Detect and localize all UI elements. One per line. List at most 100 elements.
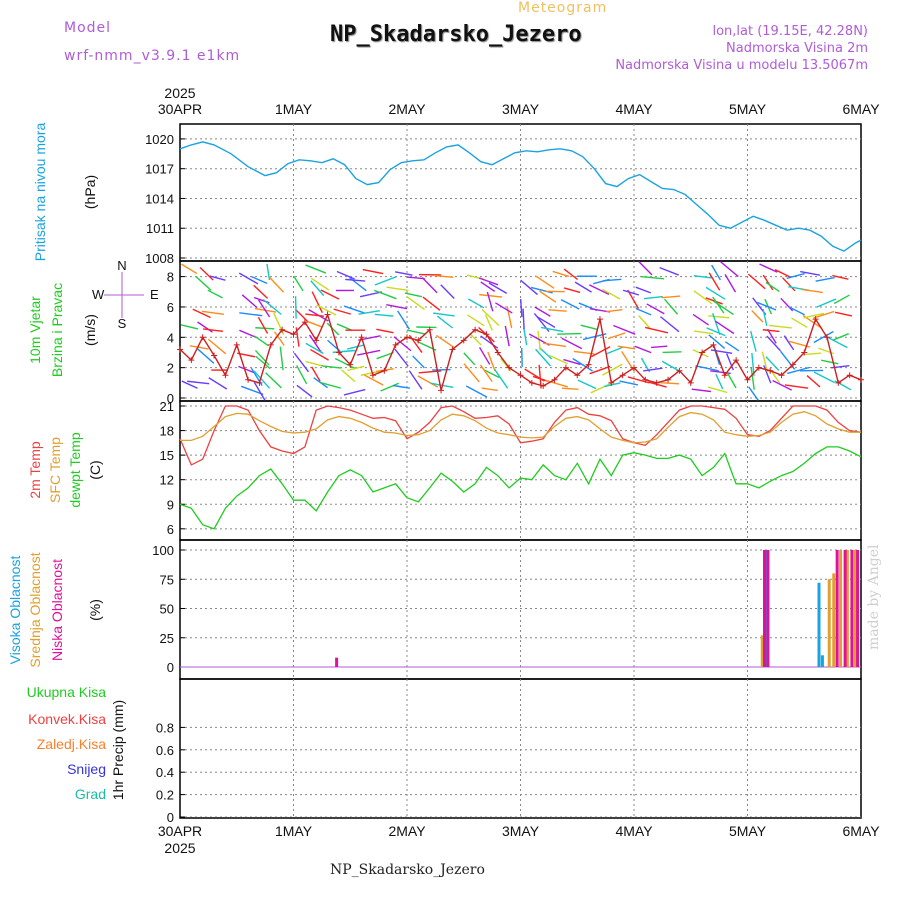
wind-arrow	[834, 311, 853, 317]
wind-arrow	[590, 382, 612, 394]
wind-arrow	[613, 324, 636, 335]
wind-arrow	[726, 353, 735, 371]
wind-arrow	[208, 377, 228, 390]
wind-arrow	[359, 291, 383, 298]
cloud-ytick: 25	[160, 631, 174, 646]
compass-n: N	[117, 258, 126, 273]
wind-arrow	[762, 308, 768, 327]
wind-arrow	[265, 372, 282, 389]
cloud-bar-2	[835, 550, 839, 667]
wind-arrow	[440, 284, 455, 299]
model-altitude-label: Nadmorska Visina u modelu 13.5067m	[615, 58, 868, 73]
wind-arrow	[203, 328, 223, 332]
wind-arrow	[602, 363, 623, 376]
wind-arrow	[386, 286, 409, 292]
wind-label-2: Brzina i Pravac	[49, 283, 65, 377]
wind-speed-marker	[324, 311, 331, 318]
wind-speed-marker	[347, 361, 354, 368]
wind-arrow	[572, 357, 593, 372]
wind-arrow	[305, 264, 327, 274]
wind-arrow	[765, 356, 780, 371]
cloud-ytick: 50	[160, 602, 174, 617]
wind-arrow	[293, 275, 304, 292]
wind-arrow	[305, 342, 324, 355]
time-label-top: 4MAY	[615, 101, 653, 117]
cloud-bar-2	[856, 550, 860, 667]
wind-arrow	[651, 345, 668, 349]
wind-speed-marker	[460, 337, 467, 344]
lonlat-label: lon,lat (19.15E, 42.28N)	[712, 24, 868, 39]
wind-arrow	[791, 317, 808, 329]
wind-arrow	[750, 330, 757, 352]
wind-arrow	[660, 381, 680, 385]
wind-arrow	[255, 355, 271, 370]
wind-arrow	[774, 269, 792, 279]
pressure-line	[179, 141, 862, 252]
wind-arrow	[577, 379, 597, 390]
wind-arrow	[784, 384, 809, 389]
wind-arrow	[750, 366, 755, 390]
wind-arrow	[617, 345, 636, 350]
wind-speed-marker	[279, 326, 286, 333]
compass-e: E	[150, 287, 159, 302]
wind-arrow	[706, 327, 726, 337]
wind-arrow	[644, 326, 669, 334]
wind-speed-marker	[494, 349, 501, 356]
meteogram-label: Meteogram	[518, 0, 608, 16]
cloud-ytick: 100	[152, 543, 174, 558]
wind-arrow	[538, 346, 553, 360]
wind-speed-marker	[290, 331, 297, 338]
wind-arrow	[643, 295, 663, 300]
wind-arrow	[305, 360, 323, 367]
wind-arrow	[294, 296, 297, 319]
wind-speed-marker	[528, 379, 535, 386]
cloud-bar-2	[843, 550, 847, 667]
wind-arrow	[192, 308, 211, 319]
wind-arrow	[751, 310, 764, 323]
wind-arrow	[209, 275, 226, 281]
wind-arrow	[552, 270, 570, 278]
wind-arrow	[557, 332, 582, 335]
wind-arrow	[751, 352, 755, 376]
wind-arrow	[417, 375, 439, 388]
wind-arrow	[574, 281, 592, 293]
wind-arrow	[336, 323, 353, 332]
precip-ytick: 0.8	[156, 720, 174, 735]
wind-arrow	[659, 266, 679, 276]
wind-arrow	[266, 263, 271, 281]
wind-speed-marker	[744, 376, 751, 383]
wind-arrow	[693, 275, 714, 279]
wind-arrow	[197, 348, 215, 364]
precip-ytick: 0	[167, 810, 174, 825]
wind-arrow	[480, 281, 496, 292]
wind-arrow	[463, 352, 476, 366]
wind-speed-marker	[222, 372, 229, 379]
precip-label-4: Grad	[75, 786, 106, 802]
wind-arrow	[326, 322, 340, 336]
wind-arrow	[468, 298, 485, 309]
wind-speed-marker	[721, 372, 728, 379]
wind-arrow	[408, 370, 423, 390]
wind-arrow	[713, 300, 734, 316]
wind-arrow	[422, 296, 441, 311]
wind-speed-marker	[733, 357, 740, 364]
temp-ytick: 12	[160, 473, 174, 488]
wind-arrow	[708, 334, 726, 349]
niska-label: Niska Oblacnost	[49, 559, 65, 661]
pressure-ytick: 1008	[145, 251, 174, 266]
wind-arrow	[494, 368, 509, 389]
temp-ytick: 21	[160, 399, 174, 414]
wind-arrow	[748, 386, 759, 401]
wind-arrow	[833, 333, 849, 341]
pressure-ytick: 1014	[145, 191, 174, 206]
wind-arrow	[560, 299, 580, 310]
wind-arrow	[436, 315, 454, 329]
time-label-bottom: 2MAY	[388, 823, 426, 839]
wind-speed-marker	[335, 349, 342, 356]
wind-arrow	[523, 327, 528, 346]
wind-arrow	[310, 277, 330, 291]
wind-arrow	[580, 324, 598, 331]
wind-speed-marker	[823, 334, 830, 341]
time-label-top: 6MAY	[842, 101, 880, 117]
wind-arrow	[519, 299, 523, 318]
